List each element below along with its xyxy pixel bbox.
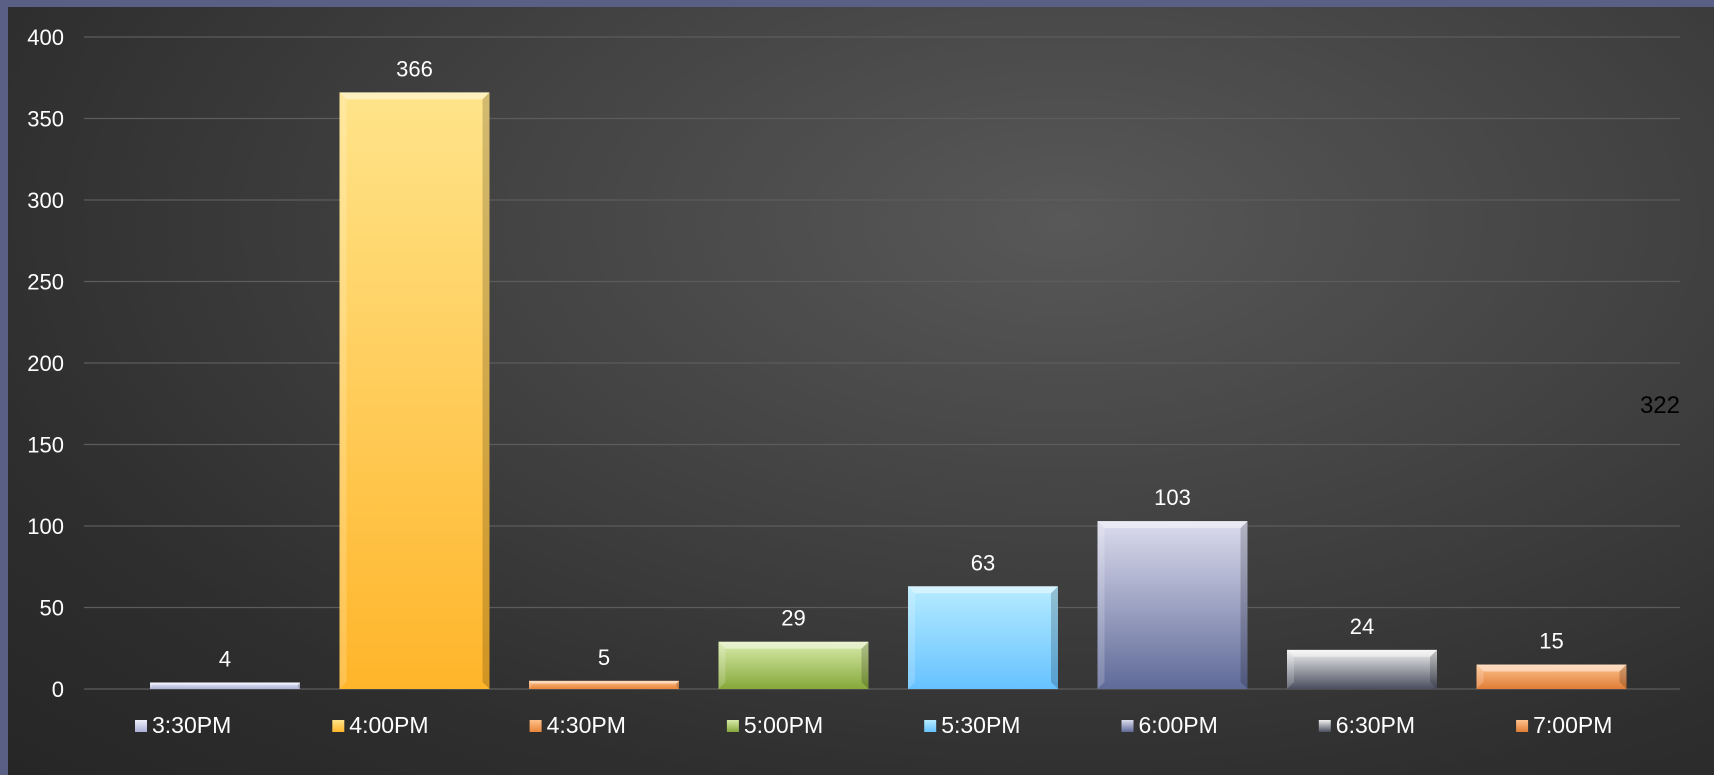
y-tick-label: 0 <box>52 677 64 702</box>
data-label: 5 <box>598 645 610 670</box>
bar-bevel-left <box>718 641 726 689</box>
chart-area: 0 50 100 150 200 250 300 350 400 4 366 5 29 63 103 24 1… <box>8 7 1714 775</box>
bar-bevel-right <box>1051 586 1058 689</box>
bar <box>1476 664 1627 689</box>
y-tick-label: 250 <box>27 270 64 295</box>
legend-label: 3:30PM <box>152 712 231 738</box>
legend-item: 3:30PM <box>135 712 231 738</box>
legend-swatch <box>135 720 147 732</box>
bar-bevel-left <box>1476 664 1484 689</box>
y-tick-label: 350 <box>27 107 64 132</box>
bar-bevel-right <box>861 641 869 689</box>
data-label: 24 <box>1350 614 1374 639</box>
bar <box>150 682 300 689</box>
legend-swatch <box>1516 720 1529 732</box>
bar-bevel-right <box>482 92 490 690</box>
legend-item: 6:30PM <box>1318 712 1415 738</box>
data-label: 63 <box>971 550 995 575</box>
bar <box>908 586 1058 689</box>
y-axis: 0 50 100 150 200 250 300 350 400 <box>27 25 64 702</box>
bar <box>339 92 490 690</box>
bar <box>1097 521 1248 689</box>
bar-bevel-top <box>908 586 1058 594</box>
data-label: 15 <box>1539 629 1563 654</box>
y-tick-label: 150 <box>27 433 64 458</box>
bar-bevel-top <box>529 680 679 684</box>
bar-bevel-top <box>339 92 490 100</box>
legend-swatch <box>726 720 739 732</box>
bar-bevel-left <box>908 586 915 689</box>
legend-label: 6:30PM <box>1336 712 1415 738</box>
data-label: 366 <box>396 56 433 81</box>
bar-bevel-right <box>297 682 300 689</box>
legend-item: 4:00PM <box>332 712 429 738</box>
bar-bevel-top <box>718 641 869 649</box>
y-tick-label: 200 <box>27 351 64 376</box>
bar-530pm <box>908 586 1058 689</box>
legend-item: 7:00PM <box>1516 712 1612 738</box>
bar-430pm <box>529 680 679 689</box>
bar-400pm <box>339 92 490 690</box>
legend-swatch <box>332 720 345 732</box>
legend-label: 6:00PM <box>1139 712 1218 738</box>
bar-bevel-right <box>1240 521 1248 689</box>
legend-swatch <box>529 720 542 732</box>
bars <box>150 92 1627 690</box>
data-label: 4 <box>219 646 231 671</box>
bar-bevel-left <box>1097 521 1105 689</box>
bar-chart: 0 50 100 150 200 250 300 350 400 4 366 5 29 63 103 24 1… <box>27 25 1680 738</box>
legend-item: 5:00PM <box>726 712 823 738</box>
bar-bevel-top <box>150 682 300 685</box>
legend-swatch <box>1121 720 1134 732</box>
data-labels: 4 366 5 29 63 103 24 15 <box>219 56 1564 671</box>
gridlines <box>84 36 1680 690</box>
legend-label: 4:30PM <box>547 712 626 738</box>
annotation-text: 322 <box>1640 392 1680 419</box>
y-tick-label: 100 <box>27 514 64 539</box>
legend-label: 4:00PM <box>349 712 428 738</box>
legend-item: 5:30PM <box>924 712 1020 738</box>
y-tick-label: 400 <box>27 25 64 50</box>
y-tick-label: 50 <box>40 596 64 621</box>
legend-swatch <box>1318 720 1331 732</box>
bar-bevel-left <box>339 92 347 690</box>
legend: 3:30PM 4:00PM 4:30PM 5:00PM 5:30PM 6:00PM 6:30… <box>135 712 1612 738</box>
bar-bevel-right <box>1619 664 1627 689</box>
bar-bevel-right <box>676 680 679 689</box>
data-label: 29 <box>781 606 805 631</box>
bar-600pm <box>1097 521 1248 689</box>
bar <box>529 680 679 689</box>
bar <box>1287 649 1437 689</box>
legend-label: 7:00PM <box>1533 712 1612 738</box>
legend-label: 5:00PM <box>744 712 823 738</box>
legend-item: 6:00PM <box>1121 712 1218 738</box>
bar <box>718 641 869 689</box>
bar-bevel-left <box>1287 649 1294 689</box>
bar-bevel-top <box>1287 649 1437 657</box>
legend-swatch <box>924 720 937 732</box>
bar-bevel-top <box>1476 664 1627 672</box>
bar-bevel-top <box>1097 521 1248 529</box>
legend-item: 4:30PM <box>529 712 626 738</box>
bar-700pm <box>1476 664 1627 689</box>
bar-bevel-left <box>150 682 153 689</box>
bar-330pm <box>150 682 300 689</box>
y-tick-label: 300 <box>27 188 64 213</box>
data-label: 103 <box>1154 485 1191 510</box>
bar-bevel-left <box>529 680 532 689</box>
bar-500pm <box>718 641 869 689</box>
legend-label: 5:30PM <box>941 712 1020 738</box>
bar-bevel-right <box>1430 649 1437 689</box>
bar-630pm <box>1287 649 1437 689</box>
